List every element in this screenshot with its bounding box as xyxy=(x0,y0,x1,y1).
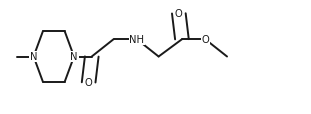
Text: O: O xyxy=(202,35,209,45)
Text: O: O xyxy=(175,9,183,19)
Text: N: N xyxy=(70,52,78,62)
Text: O: O xyxy=(85,78,92,88)
Text: NH: NH xyxy=(129,35,144,45)
Text: N: N xyxy=(30,52,37,62)
